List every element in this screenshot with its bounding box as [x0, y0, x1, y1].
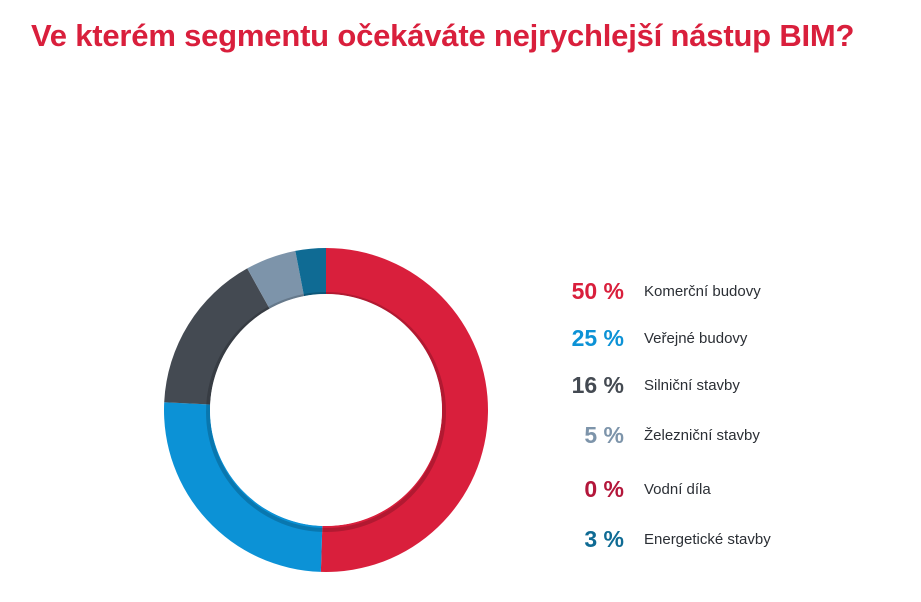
slice-silnicni-stavby	[164, 268, 270, 405]
legend: 50 % Komerční budovy 25 % Veřejné budovy 16 …	[540, 0, 900, 602]
legend-value: 3 %	[584, 526, 624, 552]
legend-value: 16 %	[571, 372, 624, 398]
legend-item-zeleznicni-stavby: 5 % Železniční stavby	[540, 420, 900, 450]
legend-label: Železniční stavby	[644, 427, 760, 444]
legend-item-silnicni-stavby: 16 % Silniční stavby	[540, 370, 900, 400]
slice-komercni-budovy	[320, 248, 488, 572]
legend-value: 50 %	[571, 278, 624, 304]
legend-label: Energetické stavby	[644, 531, 771, 548]
legend-item-verejne-budovy: 25 % Veřejné budovy	[540, 323, 900, 353]
legend-value: 0 %	[584, 476, 624, 502]
legend-item-vodni-dila: 0 % Vodní díla	[540, 474, 900, 504]
chart-title: Ve kterém segmentu očekáváte nejrychlejš…	[31, 18, 855, 53]
slice-energeticke-stavby	[295, 248, 326, 297]
legend-label: Komerční budovy	[644, 283, 761, 300]
legend-label: Veřejné budovy	[644, 330, 748, 347]
legend-item-komercni-budovy: 50 % Komerční budovy	[540, 276, 900, 306]
slice-verejne-budovy	[164, 402, 323, 572]
legend-label: Silniční stavby	[644, 377, 740, 394]
donut-slices	[164, 248, 488, 572]
legend-value: 5 %	[584, 422, 624, 448]
legend-value: 25 %	[571, 325, 624, 351]
legend-label: Vodní díla	[644, 481, 711, 498]
donut-hole	[210, 294, 442, 526]
slice-zeleznicni-stavby	[247, 250, 305, 309]
legend-item-energeticke-stavby: 3 % Energetické stavby	[540, 524, 900, 554]
